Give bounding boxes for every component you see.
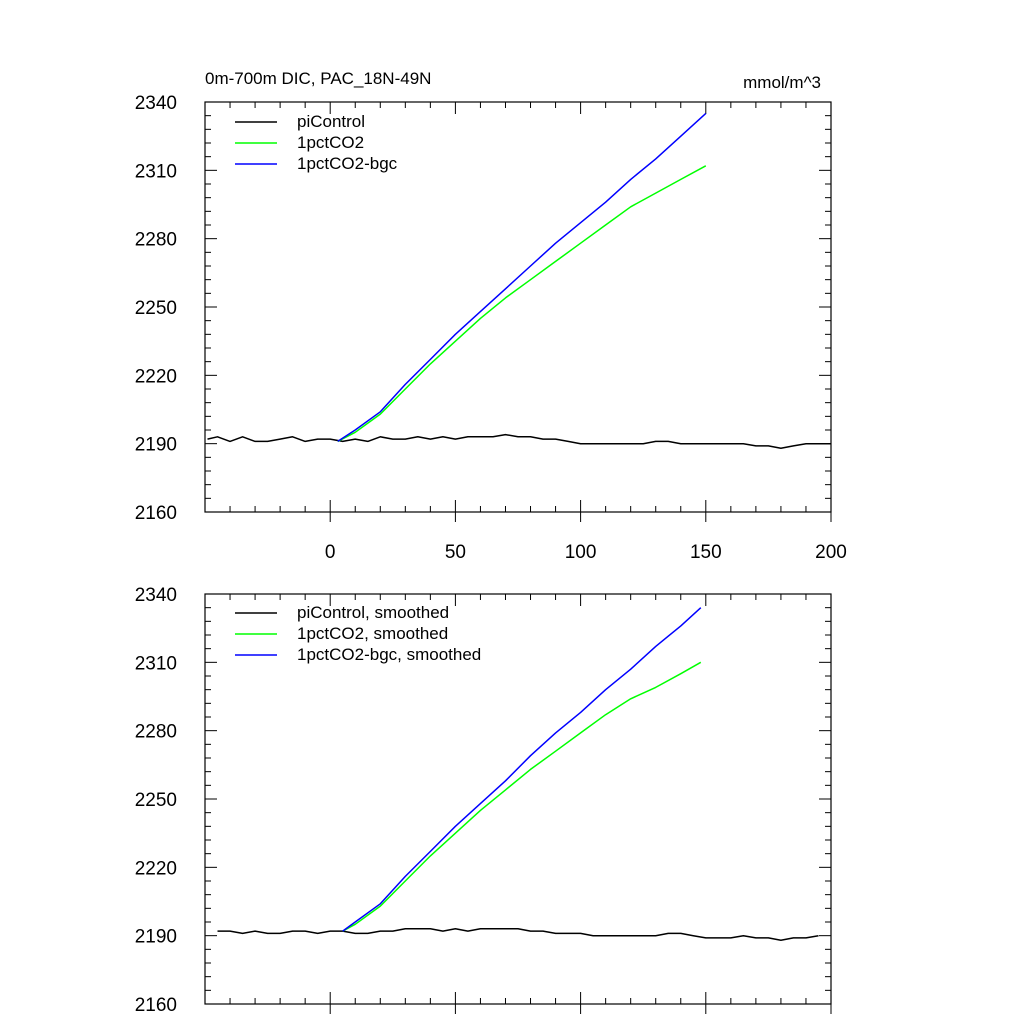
series-line-1 [207, 433, 831, 449]
series-line-2 [342, 661, 702, 932]
series-line-1 [217, 928, 819, 941]
y-tick-label: 2280 [135, 230, 177, 251]
y-tick-label: 2310 [135, 653, 177, 674]
y-tick-label: 2220 [135, 858, 177, 879]
panel-1: 2160 2190 2220 2250 2280 2310 2340 0 50 100 150 200… [135, 69, 847, 563]
series-line-3 [337, 112, 707, 443]
y-tick-label: 2190 [135, 927, 177, 948]
legend-label: piControl, smoothed [297, 603, 449, 622]
y-tick-label: 2250 [135, 298, 177, 319]
panel-2: 2160 2190 2220 2250 2280 2310 2340 piControl, s… [135, 585, 832, 1016]
y-tick-label: 2280 [135, 722, 177, 743]
y-tick-label: 2310 [135, 161, 177, 182]
series-line-2 [337, 165, 707, 443]
legend-label: 1pctCO2 [297, 133, 364, 152]
legend-label: 1pctCO2, smoothed [297, 624, 448, 643]
y-tick-label: 2160 [135, 995, 177, 1016]
y-tick-label: 2220 [135, 366, 177, 387]
x-tick-label: 0 [325, 542, 336, 563]
legend-label: 1pctCO2-bgc [297, 154, 398, 173]
legend-label: 1pctCO2-bgc, smoothed [297, 645, 481, 664]
legend-label: piControl [297, 112, 365, 131]
x-tick-label: 150 [690, 542, 722, 563]
legend: piControl, smoothed 1pctCO2, smoothed 1pct… [235, 603, 481, 664]
chart-title: 0m-700m DIC, PAC_18N-49N [205, 69, 431, 88]
y-tick-label: 2340 [135, 93, 177, 114]
series-line-3 [342, 607, 702, 932]
y-tick-label: 2340 [135, 585, 177, 606]
x-tick-label: 100 [565, 542, 597, 563]
y-tick-label: 2250 [135, 790, 177, 811]
y-tick-label: 2160 [135, 503, 177, 524]
x-tick-label: 200 [815, 542, 847, 563]
y-tick-label: 2190 [135, 435, 177, 456]
legend: piControl 1pctCO2 1pctCO2-bgc [235, 112, 398, 173]
x-tick-label: 50 [445, 542, 466, 563]
units-label: mmol/m^3 [743, 73, 821, 92]
